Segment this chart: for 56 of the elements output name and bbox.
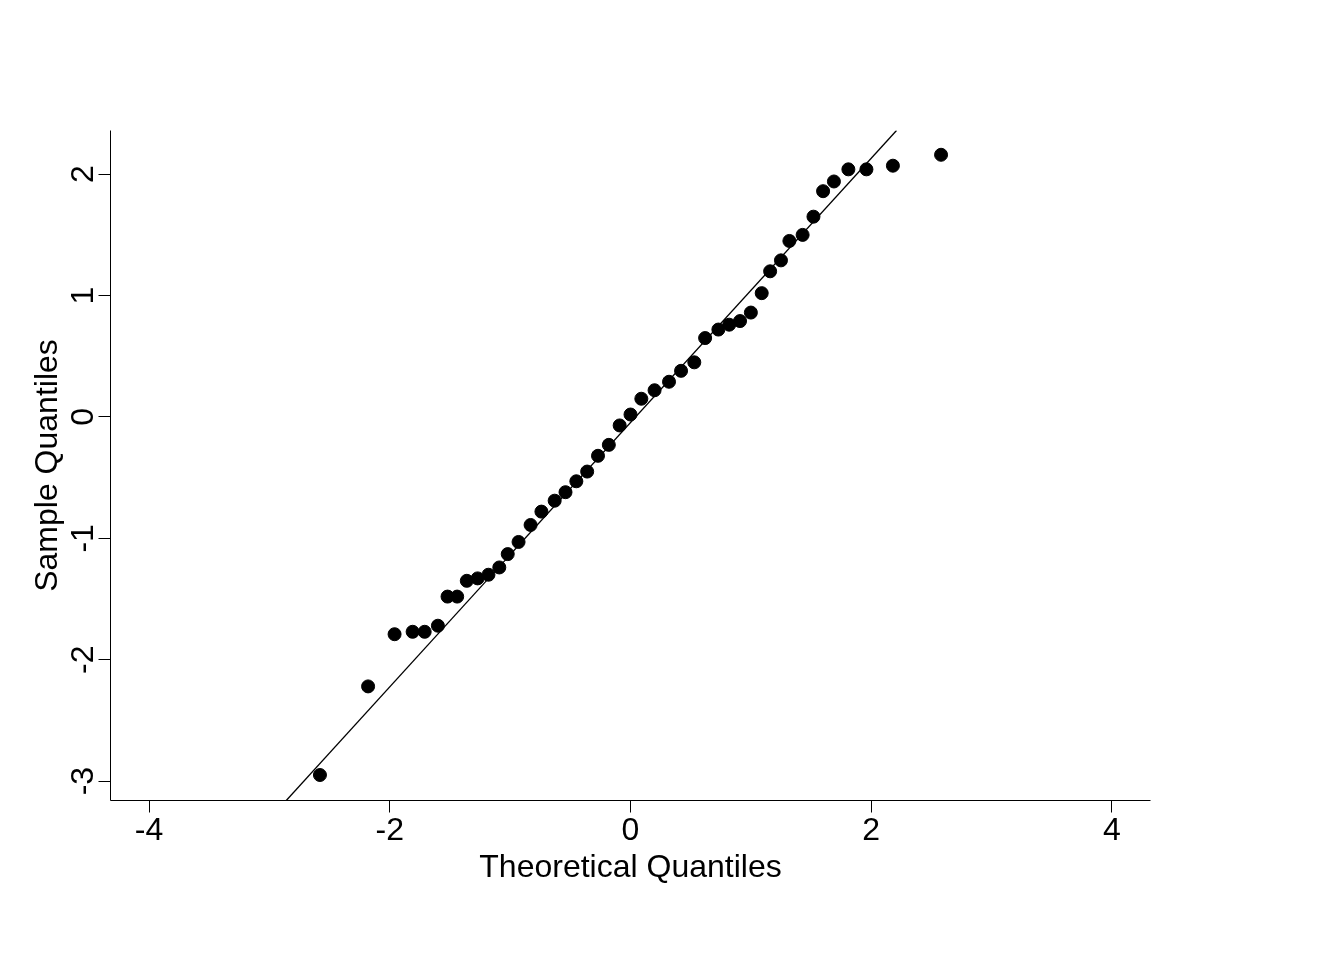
x-tick-label: 2 xyxy=(862,810,881,847)
point xyxy=(547,493,562,508)
point xyxy=(934,147,949,162)
y-tick-label: 0 xyxy=(64,408,101,426)
x-tick-label: -2 xyxy=(375,810,404,847)
point xyxy=(500,547,515,562)
x-tick-label: 0 xyxy=(621,810,640,847)
point xyxy=(634,391,649,406)
point xyxy=(754,286,769,301)
point xyxy=(662,374,677,389)
x-tick-label: 4 xyxy=(1103,810,1121,847)
point xyxy=(405,624,420,639)
x-tick-label: -4 xyxy=(134,810,164,847)
point xyxy=(459,573,474,588)
point xyxy=(612,418,627,433)
point xyxy=(806,209,821,224)
y-tick-label: -1 xyxy=(64,524,101,553)
point xyxy=(601,437,616,452)
point xyxy=(687,355,702,370)
point xyxy=(795,227,810,242)
y-axis-title: Sample Quantiles xyxy=(27,339,64,592)
point xyxy=(430,618,445,633)
point xyxy=(534,504,549,519)
point xyxy=(558,485,573,500)
point xyxy=(470,571,485,586)
point xyxy=(674,363,689,378)
point xyxy=(591,448,605,463)
point xyxy=(580,464,595,479)
point xyxy=(569,474,584,489)
point xyxy=(743,305,758,320)
point xyxy=(859,162,874,177)
point xyxy=(841,162,856,177)
point xyxy=(698,331,713,346)
point xyxy=(623,407,638,422)
y-tick-label: 1 xyxy=(64,286,101,305)
point xyxy=(312,768,327,782)
point xyxy=(826,174,841,189)
y-tick-label: -2 xyxy=(64,645,101,674)
point xyxy=(763,264,778,279)
point xyxy=(773,253,788,268)
point xyxy=(387,627,402,642)
x-axis-title: Theoretical Quantiles xyxy=(479,847,782,884)
point xyxy=(523,517,538,532)
point xyxy=(511,534,526,549)
point xyxy=(816,184,831,199)
y-tick-label: 2 xyxy=(64,165,101,184)
point xyxy=(733,314,748,329)
y-tick-label: -3 xyxy=(64,766,101,796)
point xyxy=(481,567,496,582)
point xyxy=(722,317,737,332)
point xyxy=(450,589,465,604)
point xyxy=(885,158,900,173)
point xyxy=(782,233,797,248)
point xyxy=(417,624,432,639)
point xyxy=(647,383,662,398)
point xyxy=(361,679,376,694)
